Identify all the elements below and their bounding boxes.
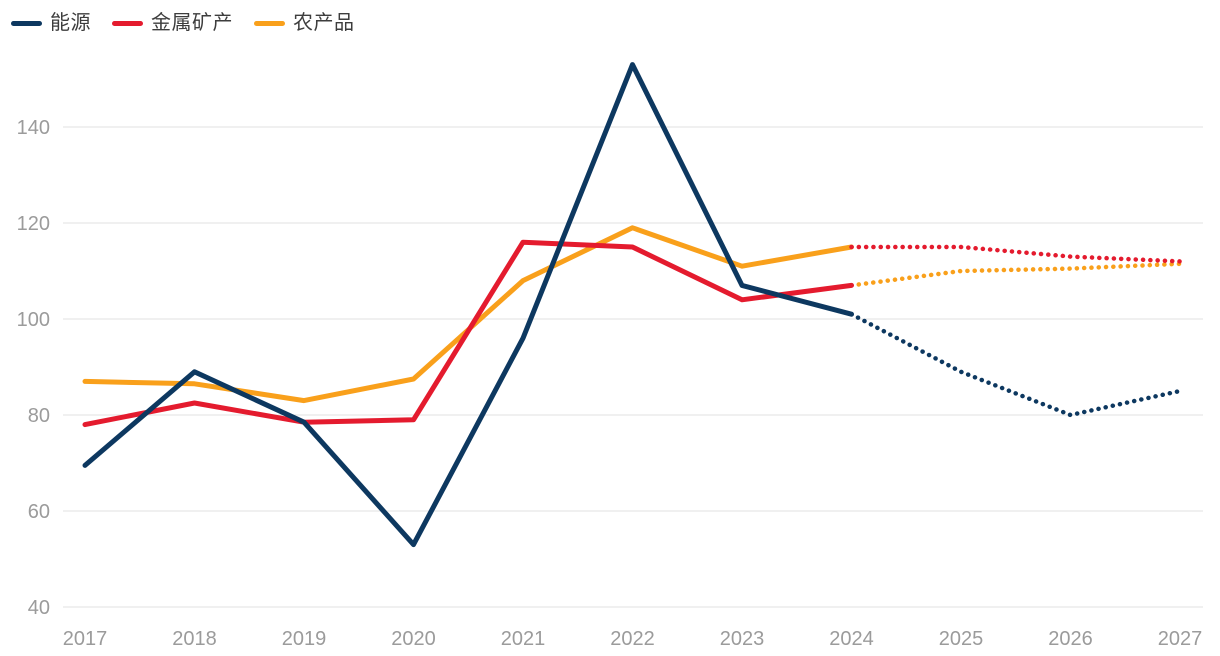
x-axis-tick-2021: 2021 (501, 628, 546, 650)
series-line-dotted-金属矿产 (849, 244, 1183, 264)
series-line-solid-金属矿产 (82, 239, 854, 428)
series-line-dotted-能源 (849, 311, 1183, 418)
y-axis-tick-140: 140 (17, 117, 50, 139)
x-axis-tick-2026: 2026 (1048, 628, 1093, 650)
y-axis-tick-40: 40 (28, 597, 50, 619)
y-axis-tick-60: 60 (28, 501, 50, 523)
legend-item-energy[interactable]: 能源 (11, 12, 91, 34)
legend-label-agriculture: 农产品 (293, 12, 355, 34)
x-axis-tick-2020: 2020 (391, 628, 436, 650)
chart-legend: 能源 金属矿产 农产品 (11, 12, 355, 34)
series-line-dotted-农产品 (849, 261, 1183, 288)
x-axis-tick-2027: 2027 (1158, 628, 1203, 650)
legend-item-metals[interactable]: 金属矿产 (112, 12, 233, 34)
y-axis-tick-80: 80 (28, 405, 50, 427)
x-axis-tick-2024: 2024 (829, 628, 874, 650)
legend-line-swatch-metals (112, 20, 143, 26)
x-axis-tick-2017: 2017 (63, 628, 108, 650)
x-axis-tick-2023: 2023 (720, 628, 765, 650)
legend-line-swatch-agriculture (254, 20, 285, 26)
series-line-solid-能源 (82, 62, 854, 548)
x-axis-tick-2018: 2018 (172, 628, 217, 650)
x-axis-tick-2019: 2019 (282, 628, 327, 650)
legend-line-swatch-energy (11, 20, 42, 26)
x-axis-tick-2022: 2022 (610, 628, 655, 650)
legend-label-metals: 金属矿产 (151, 12, 233, 34)
y-axis-tick-100: 100 (17, 309, 50, 331)
legend-label-energy: 能源 (50, 12, 91, 34)
legend-item-agriculture[interactable]: 农产品 (254, 12, 355, 34)
y-axis-tick-120: 120 (17, 213, 50, 235)
x-axis-tick-2025: 2025 (939, 628, 984, 650)
